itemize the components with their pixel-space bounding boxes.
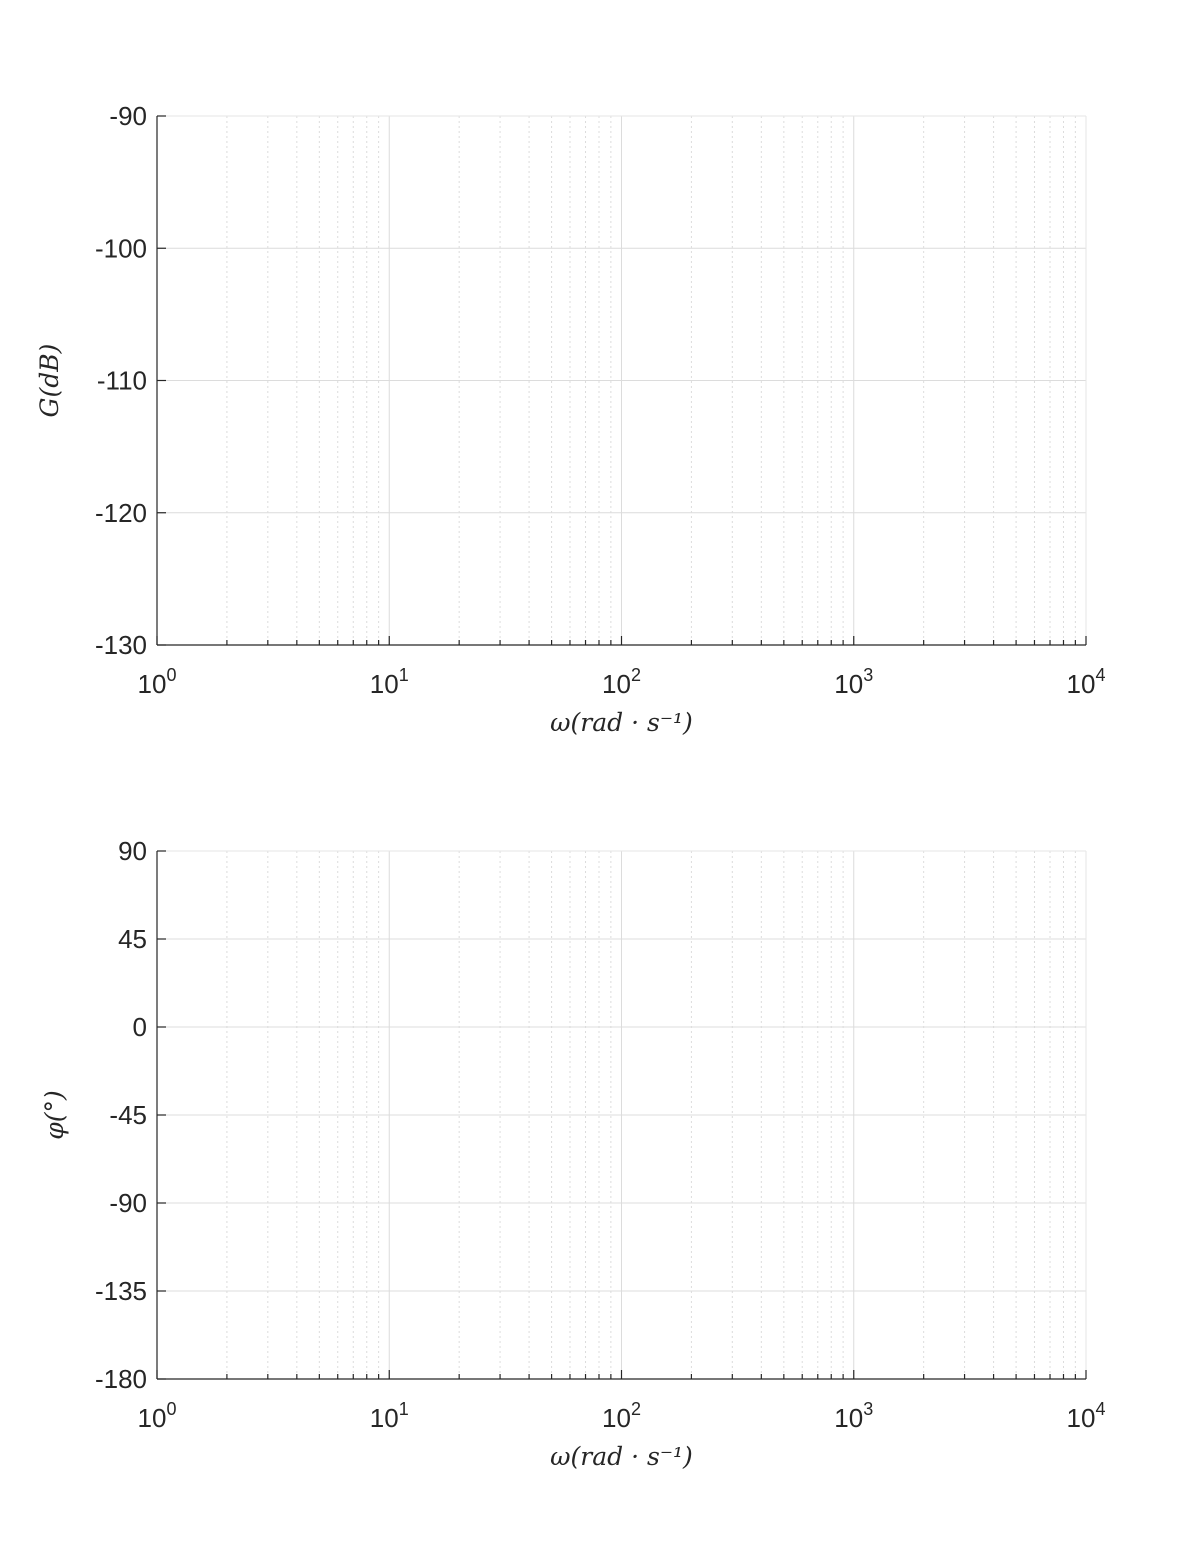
y-tick-label: 90 — [118, 836, 147, 866]
x-axis-label: ω(rad · s⁻¹) — [550, 708, 693, 737]
magnitude-plot: 100 101 102 103 104 -90 -100 -110 -120 -130 ω(rad … — [35, 101, 1105, 737]
y-tick-label: 0 — [133, 1012, 147, 1042]
x-axis-label: ω(rad · s⁻¹) — [550, 1442, 693, 1471]
y-tick-label: -130 — [95, 630, 147, 660]
y-tick-label: 45 — [118, 924, 147, 954]
y-tick-label: -135 — [95, 1276, 147, 1306]
x-tick-label: 102 — [602, 665, 641, 699]
x-tick-label: 104 — [1067, 665, 1106, 699]
x-tick-label: 104 — [1067, 1399, 1106, 1433]
y-axis-label: G(dB) — [35, 344, 64, 418]
y-tick-label: -180 — [95, 1364, 147, 1394]
y-tick-label: -120 — [95, 498, 147, 528]
x-tick-label: 101 — [370, 1399, 409, 1433]
x-tick-label: 101 — [370, 665, 409, 699]
y-tick-label: -90 — [109, 1188, 147, 1218]
y-tick-label: -90 — [109, 101, 147, 131]
x-tick-label: 100 — [138, 665, 177, 699]
x-tick-label: 103 — [834, 665, 873, 699]
y-axis-label: φ(°) — [40, 1090, 69, 1140]
x-tick-label: 102 — [602, 1399, 641, 1433]
phase-plot: 100 101 102 103 104 90 45 0 -45 -90 -135 -180 ω(rad … — [40, 836, 1105, 1471]
x-tick-label: 103 — [834, 1399, 873, 1433]
y-tick-label: -100 — [95, 233, 147, 263]
x-tick-label: 100 — [138, 1399, 177, 1433]
y-tick-label: -110 — [97, 366, 147, 396]
y-tick-label: -45 — [109, 1100, 147, 1130]
